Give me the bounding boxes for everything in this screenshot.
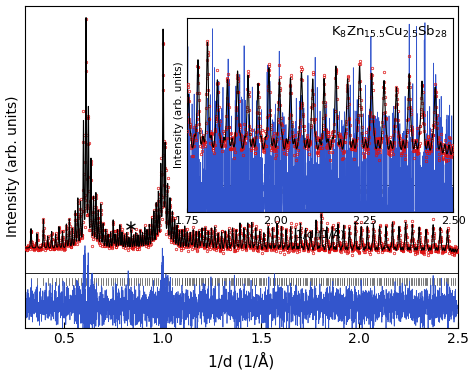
Text: $\ast$: $\ast$ (123, 218, 137, 236)
X-axis label: 1/d (1/Å): 1/d (1/Å) (208, 352, 274, 369)
Y-axis label: Intensity (arb. units): Intensity (arb. units) (6, 96, 19, 237)
